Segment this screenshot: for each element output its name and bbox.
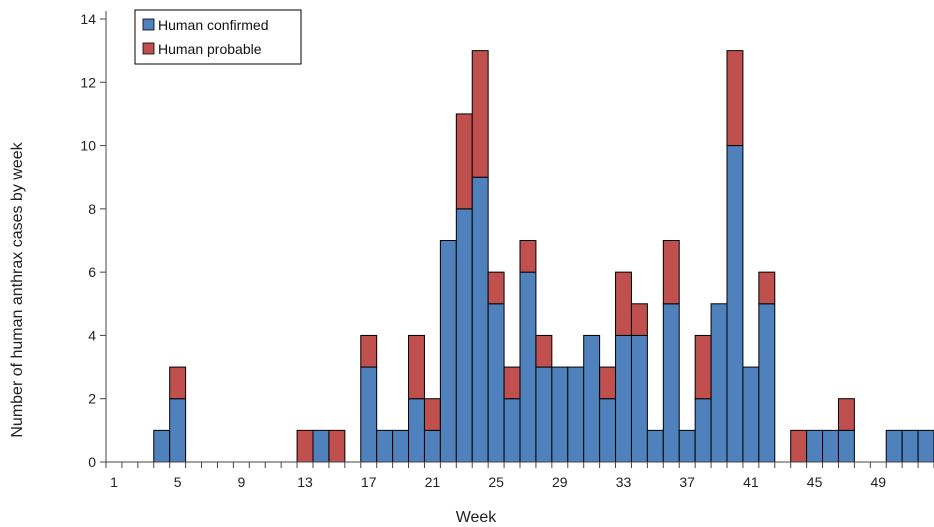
x-tick-label-29: 29 <box>552 474 568 490</box>
bar-probable-week-36 <box>662 240 680 305</box>
bar-confirmed-week-32 <box>599 398 617 463</box>
y-tick-label-10: 10 <box>80 138 96 154</box>
bar-confirmed-week-28 <box>535 366 553 463</box>
bar-confirmed-week-33 <box>615 334 632 463</box>
bar-confirmed-week-30 <box>567 366 585 463</box>
x-tick-label-5: 5 <box>174 474 182 490</box>
bar-probable-week-5 <box>169 366 187 400</box>
bar-probable-week-23 <box>455 113 473 210</box>
bar-confirmed-week-17 <box>360 366 378 463</box>
bar-confirmed-week-40 <box>726 145 744 463</box>
x-tick-label-13: 13 <box>297 474 313 490</box>
bar-probable-week-44 <box>790 429 808 463</box>
bar-confirmed-week-38 <box>694 398 712 463</box>
bar-confirmed-week-52 <box>917 429 934 463</box>
bar-probable-week-33 <box>615 271 632 336</box>
bar-probable-week-34 <box>630 303 648 336</box>
y-tick-label-6: 6 <box>88 264 96 280</box>
bar-confirmed-week-51 <box>901 429 919 463</box>
bar-probable-week-40 <box>726 50 744 147</box>
bar-probable-week-47 <box>837 398 855 431</box>
y-tick-label-4: 4 <box>88 327 96 343</box>
x-axis: 1 5 9 13 17 21 25 29 33 37 41 45 49 <box>105 461 934 490</box>
x-tick-label-33: 33 <box>616 474 632 490</box>
y-axis-title: Number of human anthrax cases by week <box>9 141 26 437</box>
x-tick-label-21: 21 <box>425 474 441 490</box>
bar-probable-week-24 <box>471 50 489 178</box>
legend-box <box>134 9 302 65</box>
bar-confirmed-week-47 <box>837 429 855 463</box>
bar-probable-week-21 <box>423 398 441 431</box>
bar-confirmed-week-26 <box>503 398 521 463</box>
x-tick-label-41: 41 <box>743 474 759 490</box>
bar-probable-week-27 <box>519 240 537 273</box>
bars-layer <box>153 50 934 463</box>
bar-probable-week-13 <box>296 429 314 463</box>
bar-confirmed-week-36 <box>662 303 680 463</box>
y-tick-label-2: 2 <box>88 391 96 407</box>
x-tick-label-37: 37 <box>679 474 695 490</box>
bar-confirmed-week-35 <box>646 429 664 463</box>
legend-swatch-probable <box>142 42 155 55</box>
bar-confirmed-week-18 <box>376 429 394 463</box>
legend-label-confirmed: Human confirmed <box>158 17 269 33</box>
bar-probable-week-25 <box>487 271 505 305</box>
x-axis-title: Week <box>456 509 498 526</box>
legend: Human confirmed Human probable <box>134 9 302 65</box>
bar-probable-week-42 <box>758 271 776 305</box>
bar-confirmed-week-41 <box>742 366 760 463</box>
bar-probable-week-15 <box>328 429 346 463</box>
x-tick-label-49: 49 <box>870 474 886 490</box>
y-tick-label-8: 8 <box>88 201 96 217</box>
y-axis: 0 2 4 6 8 10 12 14 <box>80 11 107 470</box>
bar-confirmed-week-27 <box>519 271 537 463</box>
bar-probable-week-38 <box>694 334 712 400</box>
bar-probable-week-17 <box>360 334 378 368</box>
bar-confirmed-week-39 <box>710 303 728 463</box>
bar-confirmed-week-14 <box>312 429 330 463</box>
legend-label-probable: Human probable <box>158 41 262 57</box>
x-tick-label-45: 45 <box>807 474 823 490</box>
bar-probable-week-28 <box>535 334 553 368</box>
y-tick-label-14: 14 <box>80 11 96 27</box>
bar-confirmed-week-37 <box>678 429 696 463</box>
bar-confirmed-week-25 <box>487 303 505 463</box>
bar-probable-week-26 <box>503 366 521 400</box>
bar-probable-week-20 <box>408 334 425 400</box>
x-tick-label-25: 25 <box>488 474 504 490</box>
x-tick-label-1: 1 <box>110 474 118 490</box>
y-tick-label-12: 12 <box>80 74 96 90</box>
x-tick-label-17: 17 <box>361 474 377 490</box>
bar-confirmed-week-4 <box>153 429 171 463</box>
bar-confirmed-week-23 <box>455 208 473 463</box>
bar-confirmed-week-5 <box>169 398 187 463</box>
bar-confirmed-week-20 <box>408 398 425 463</box>
bar-confirmed-week-24 <box>471 176 489 463</box>
bar-confirmed-week-45 <box>806 429 824 463</box>
bar-confirmed-week-21 <box>423 429 441 463</box>
bar-confirmed-week-19 <box>392 429 410 463</box>
y-tick-label-0: 0 <box>88 454 96 470</box>
bar-confirmed-week-29 <box>551 366 569 463</box>
bar-confirmed-week-22 <box>439 240 457 463</box>
bar-probable-week-32 <box>599 366 617 400</box>
bar-confirmed-week-42 <box>758 303 776 463</box>
legend-swatch-confirmed <box>142 18 155 31</box>
bar-confirmed-week-31 <box>583 334 601 463</box>
bar-confirmed-week-46 <box>822 429 839 463</box>
x-tick-label-9: 9 <box>237 474 245 490</box>
bar-confirmed-week-50 <box>885 429 903 463</box>
bar-confirmed-week-34 <box>630 334 648 463</box>
